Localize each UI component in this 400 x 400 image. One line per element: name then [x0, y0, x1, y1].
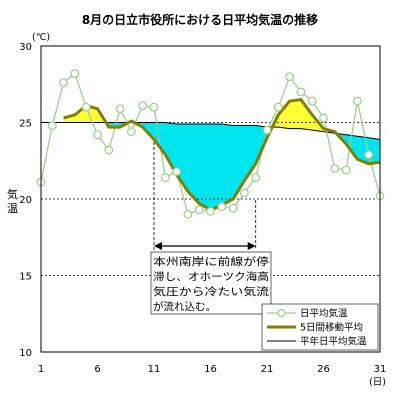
annotation-line: が流れ込む。 [153, 300, 216, 313]
above-normal-fill [289, 99, 302, 129]
y-axis-unit: (℃) [32, 32, 50, 43]
x-tick-label: 11 [148, 364, 161, 375]
daily-temperature-point [149, 102, 159, 112]
daily-temperature-point [47, 121, 57, 130]
x-tick-label: 26 [317, 364, 330, 375]
y-axis-label: 気温 [7, 187, 18, 215]
y-axis-label-char: 温 [7, 202, 18, 215]
y-tick-label: 15 [19, 272, 32, 283]
below-normal-fill [210, 123, 223, 211]
data-points [36, 69, 385, 219]
chart-title: 8月の日立市役所における日平均気温の推移 [82, 12, 318, 27]
annotation-line: 滞し、オホーツク海高 [153, 270, 269, 283]
y-axis-label-char: 気 [7, 187, 18, 201]
below-normal-fill [221, 123, 234, 206]
daily-temperature-point [296, 87, 306, 97]
deviation-fills [63, 98, 381, 211]
daily-temperature-point [319, 113, 328, 123]
y-tick-label: 20 [19, 195, 32, 206]
daily-temperature-point [307, 96, 317, 106]
legend-swatch-marker [277, 308, 286, 318]
x-tick-labels: 1 6 11 16 21 26 31 [38, 364, 387, 375]
daily-temperature-point [115, 104, 125, 114]
daily-temperature-point [239, 188, 249, 198]
legend-entry-daily: 日平均気温 [300, 308, 348, 320]
daily-temperature-point [364, 150, 374, 160]
x-tick-label: 31 [374, 364, 387, 375]
daily-temperature-point [104, 145, 114, 155]
daily-temperature-point [285, 72, 295, 81]
daily-temperature-point [126, 127, 136, 137]
span-arrow-left-head [154, 242, 162, 250]
daily-temperature-point [81, 102, 91, 112]
daily-temperature-point [138, 101, 148, 111]
daily-temperature-point [59, 78, 68, 88]
x-tick-label: 6 [94, 364, 100, 375]
below-normal-fill [198, 123, 211, 211]
daily-temperature-point [341, 165, 351, 175]
x-tick-label: 16 [204, 364, 217, 375]
daily-temperature-point [273, 102, 283, 112]
y-tick-labels: 10 15 20 25 30 [19, 42, 32, 359]
y-tick-label: 10 [19, 348, 32, 359]
daily-temperature-point [228, 203, 238, 213]
legend-entry-normal: 平年日平均気温 [300, 336, 367, 348]
daily-temperature-point [217, 202, 227, 212]
daily-temperature-point [262, 125, 272, 135]
x-axis-unit: (日) [369, 377, 386, 388]
daily-temperature-point [172, 167, 182, 176]
daily-temperature-point [330, 163, 340, 173]
legend-entry-moving-average: 5日間移動平均 [300, 322, 363, 334]
daily-temperature-point [70, 69, 80, 78]
normal-temperature-line [41, 122, 381, 140]
x-tick-label: 1 [38, 364, 44, 375]
y-tick-label: 30 [19, 42, 32, 53]
daily-temperature-point [353, 96, 362, 106]
daily-temperature-point [93, 130, 102, 140]
daily-temperature-point [160, 173, 170, 182]
daily-temperature-point [251, 173, 261, 182]
annotation-line: 本州南岸に前線が停 [153, 255, 269, 268]
annotation-box [150, 251, 272, 315]
x-tick-label: 21 [261, 364, 274, 375]
daily-temperature-point [194, 205, 204, 215]
span-arrow-right-head [247, 242, 256, 250]
y-tick-label: 25 [19, 119, 32, 130]
daily-temperature-point [206, 206, 215, 216]
daily-temperature-point [183, 209, 193, 219]
annotation-line: 気圧から冷たい気流 [153, 285, 270, 298]
plot-frame [40, 45, 381, 353]
